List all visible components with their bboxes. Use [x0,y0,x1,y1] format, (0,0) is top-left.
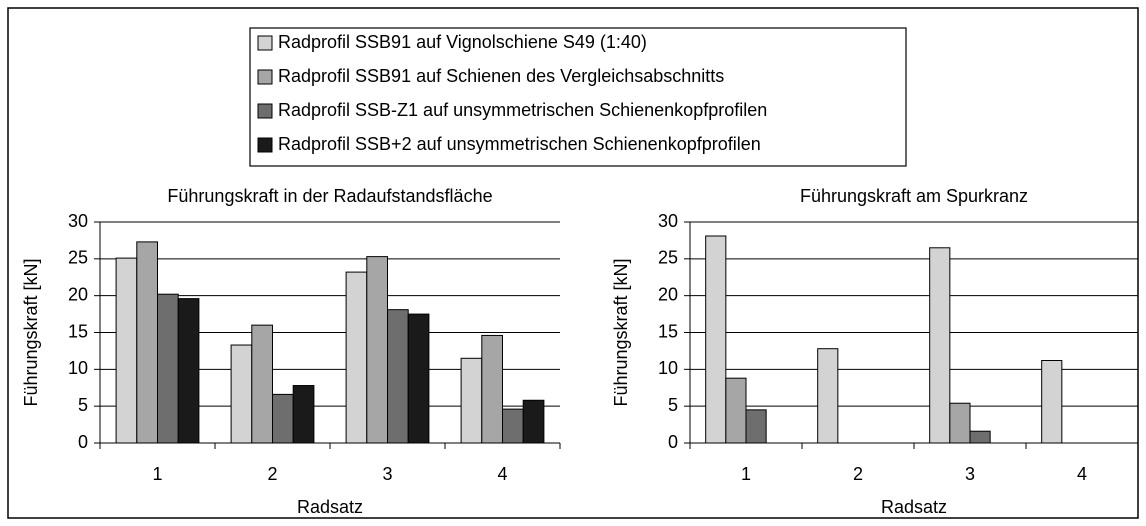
y-tick-label: 20 [68,284,88,304]
x-tick-label: 4 [497,464,507,484]
y-tick-label: 10 [658,358,678,378]
y-tick-label: 25 [658,248,678,268]
legend-swatch [257,35,273,51]
legend-label: Radprofil SSB+2 auf unsymmetrischen Schi… [278,134,761,154]
bar [460,357,483,444]
bar [725,377,747,444]
y-tick-label: 0 [668,432,678,452]
bar [481,334,503,444]
y-tick-label: 30 [68,211,88,231]
x-tick-label: 2 [853,464,863,484]
y-tick-label: 10 [68,358,88,378]
y-tick-label: 15 [658,321,678,341]
legend-label: Radprofil SSB91 auf Schienen des Verglei… [278,66,724,86]
legend-label: Radprofil SSB-Z1 auf unsymmetrischen Sch… [278,100,767,120]
bar [157,293,179,444]
y-tick-label: 15 [68,321,88,341]
bar [272,393,294,444]
bar [949,402,971,444]
bar [387,309,409,444]
y-tick-label: 5 [78,395,88,415]
y-tick-label: 0 [78,432,88,452]
bar [817,348,839,444]
y-tick-label: 5 [668,395,678,415]
y-tick-label: 25 [68,248,88,268]
legend-swatch [257,69,273,85]
bar [366,256,388,444]
x-tick-label: 3 [965,464,975,484]
x-axis-label: Radsatz [881,497,947,517]
bar [136,241,159,444]
legend-label: Radprofil SSB91 auf Vignolschiene S49 (1… [278,32,647,52]
bar [115,257,138,444]
bar [705,235,727,444]
x-tick-label: 2 [267,464,277,484]
legend-swatch [257,137,273,153]
bar [522,399,545,444]
bar [230,344,253,444]
y-tick-label: 30 [658,211,678,231]
legend-swatch [257,103,273,119]
bar [345,271,368,444]
x-tick-label: 1 [741,464,751,484]
bar [407,313,430,444]
x-tick-label: 3 [382,464,392,484]
y-axis-label: Führungskraft [kN] [611,258,631,406]
bar [292,385,315,444]
y-tick-label: 20 [658,284,678,304]
bar [745,409,767,444]
bar [502,408,524,444]
chart-title: Führungskraft in der Radaufstandsfläche [167,186,492,206]
y-axis-label: Führungskraft [kN] [21,258,41,406]
legend-box [249,27,907,167]
x-tick-label: 4 [1077,464,1087,484]
bar [969,430,991,444]
x-axis-label: Radsatz [297,497,363,517]
bar [1041,359,1063,444]
bar [251,324,274,444]
x-tick-label: 1 [152,464,162,484]
bar [929,247,951,444]
bar [177,298,200,444]
chart-title: Führungskraft am Spurkranz [800,186,1028,206]
